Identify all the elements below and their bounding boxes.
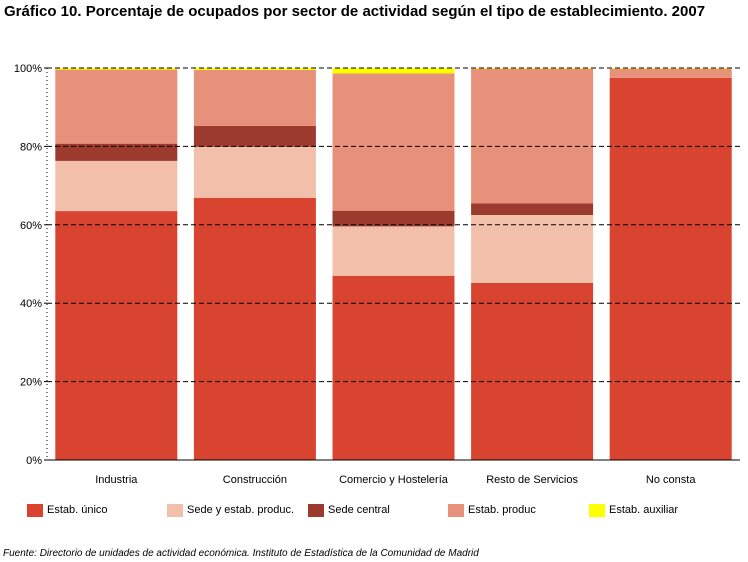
legend-swatch <box>167 503 183 517</box>
y-tick-label: 80% <box>20 141 42 153</box>
legend-label: Sede central <box>328 504 390 516</box>
y-tick-label: 40% <box>20 298 42 310</box>
legend-item: Estab. auxiliar <box>589 500 678 520</box>
x-tick-label: Resto de Servicios <box>486 474 578 486</box>
x-tick-label: Construcción <box>223 474 287 486</box>
x-tick-label: Comercio y Hostelería <box>339 474 449 486</box>
bar-segment <box>332 73 455 211</box>
bar-segment <box>193 69 316 127</box>
legend-label: Estab. produc <box>468 504 536 516</box>
bar-segment <box>55 211 178 460</box>
bar-segment <box>471 282 594 460</box>
chart-title: Gráfico 10. Porcentaje de ocupados por s… <box>4 3 706 20</box>
legend: Estab. único Sede y estab. produc. Sede ce… <box>0 500 748 524</box>
legend-label: Estab. auxiliar <box>609 504 679 516</box>
legend-swatch <box>27 503 43 517</box>
bar-segment <box>55 69 178 144</box>
y-tick-label: 0% <box>26 455 42 467</box>
stacked-bar-chart: 0% 20% 40% 60% 80% 100% Industria Construcción C… <box>14 63 740 486</box>
bar-segment <box>471 215 594 283</box>
legend-item: Estab. produc <box>448 500 536 520</box>
bar-segment <box>332 68 455 74</box>
bar-segment <box>55 143 178 161</box>
legend-item: Sede central <box>308 500 390 520</box>
legend-swatch <box>589 503 605 517</box>
bar-segment <box>471 203 594 215</box>
legend-label: Estab. único <box>47 504 108 516</box>
bar-segment <box>193 197 316 460</box>
bar-segment <box>193 68 316 70</box>
bar-segment <box>55 160 178 212</box>
bar-segment <box>332 275 455 460</box>
y-tick-label: 60% <box>20 220 42 232</box>
bar-segment <box>609 68 732 78</box>
bar-segment <box>332 210 455 227</box>
y-tick-label: 20% <box>20 377 42 389</box>
bar-segment <box>609 77 732 461</box>
legend-label: Sede y estab. produc. <box>187 504 295 516</box>
y-tick-label: 100% <box>14 63 42 75</box>
bar-segment <box>471 68 594 69</box>
legend-swatch <box>308 503 324 517</box>
legend-item: Sede y estab. produc. <box>167 500 294 520</box>
bar-segment <box>609 68 732 69</box>
x-tick-label: Industria <box>95 474 138 486</box>
bar-segment <box>55 68 178 70</box>
bar-segment <box>193 126 316 147</box>
bar-segment <box>471 68 594 204</box>
bar-segment <box>193 146 316 198</box>
bar-segment <box>332 226 455 276</box>
source-note: Fuente: Directorio de unidades de activi… <box>3 548 479 559</box>
x-tick-label: No consta <box>646 474 696 486</box>
legend-swatch <box>448 503 464 517</box>
legend-item: Estab. único <box>27 500 108 520</box>
